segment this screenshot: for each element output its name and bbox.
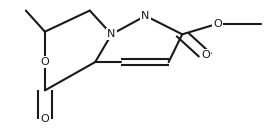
Text: N: N — [141, 11, 150, 21]
Text: O: O — [213, 19, 222, 29]
Text: N: N — [107, 29, 116, 39]
Text: O: O — [41, 114, 49, 124]
Text: O: O — [41, 57, 49, 67]
Text: O: O — [201, 50, 210, 60]
